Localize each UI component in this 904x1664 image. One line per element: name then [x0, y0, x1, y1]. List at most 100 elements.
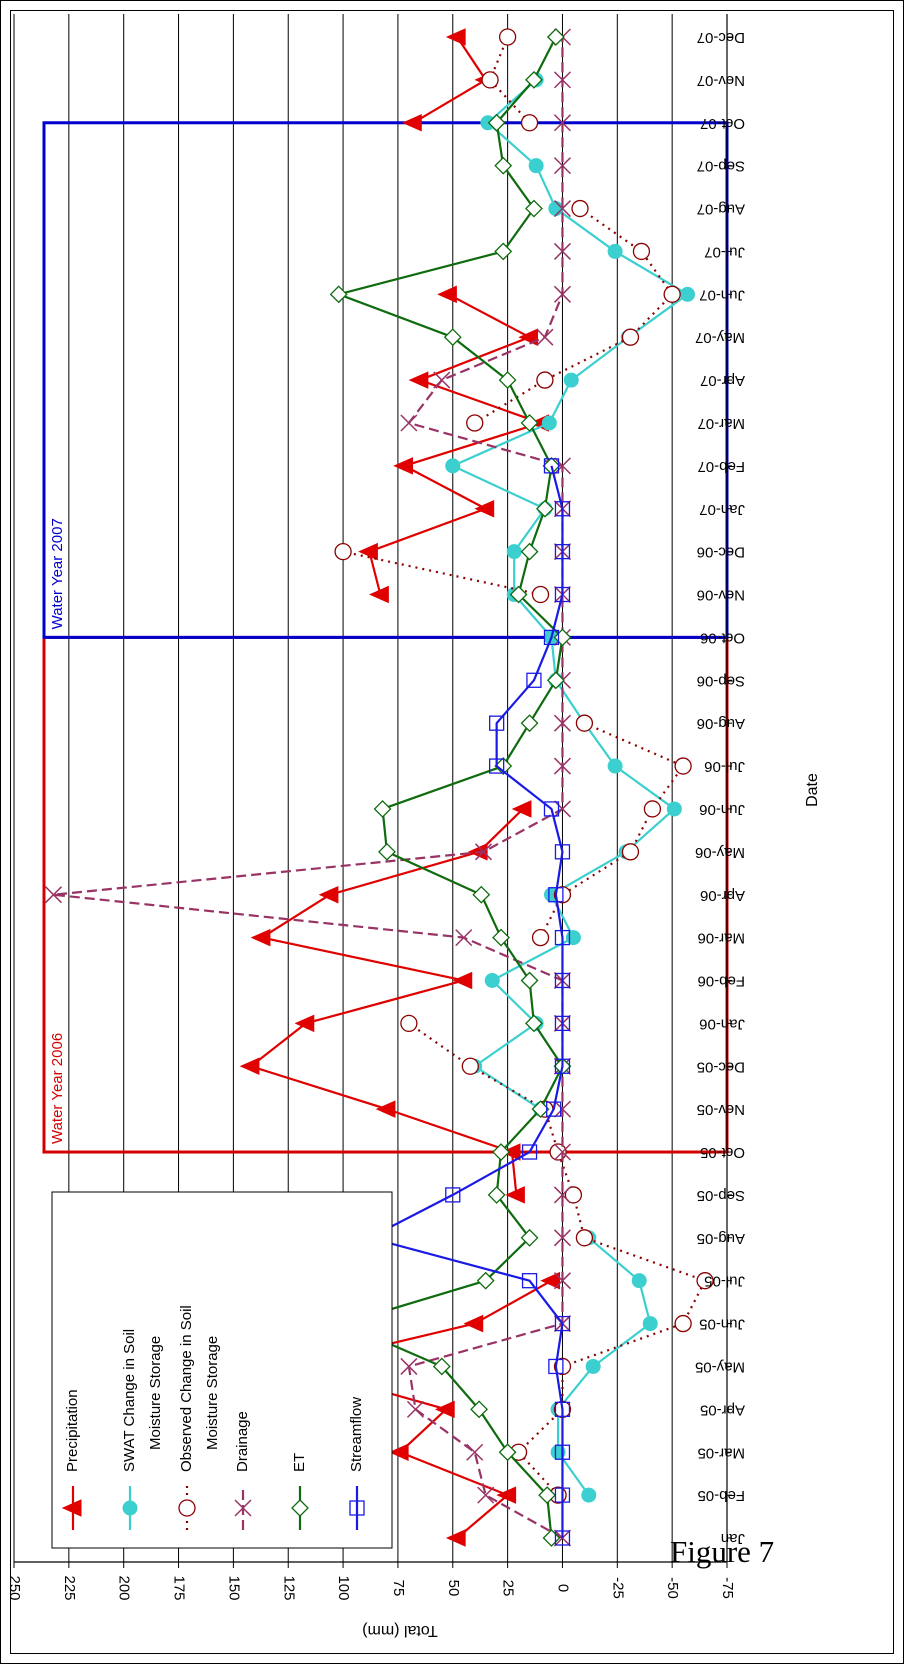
data-point-square [554, 501, 571, 517]
category-tick-label: May-07 [695, 329, 745, 346]
data-point-circle [541, 415, 557, 431]
data-point-diamond [525, 1014, 543, 1033]
data-point-triangle [61, 1499, 82, 1517]
data-point-triangle [463, 1314, 484, 1333]
data-point-x [553, 457, 571, 475]
data-point-x [553, 200, 571, 218]
legend-label: Moisture Storage [147, 1336, 164, 1450]
data-point-diamond [432, 1357, 451, 1376]
data-point-open-circle [696, 1272, 714, 1290]
data-point-x [553, 1100, 571, 1118]
data-point-square [554, 1015, 571, 1032]
data-point-square [521, 1273, 538, 1289]
value-tick-label: -25 [609, 1577, 626, 1599]
data-point-diamond [520, 971, 539, 990]
data-point-square [554, 1444, 571, 1460]
data-point-square [548, 1358, 564, 1375]
data-point-square [554, 1487, 571, 1503]
data-point-circle [581, 1487, 597, 1503]
category-tick-label: Oct-06 [700, 629, 745, 646]
category-tick-label: Sep-07 [697, 158, 745, 175]
data-point-x [536, 328, 554, 346]
data-point-triangle [318, 885, 339, 904]
data-point-square [554, 972, 571, 989]
data-point-circle [548, 201, 564, 217]
data-point-circle [506, 544, 522, 560]
data-point-triangle [505, 1186, 525, 1204]
data-point-square [554, 586, 571, 603]
data-point-diamond [546, 28, 565, 46]
data-point-circle [528, 158, 544, 174]
legend-label: Streamflow [348, 1397, 365, 1472]
data-point-square [349, 1500, 365, 1516]
data-point-square [554, 1401, 571, 1417]
data-point-diamond [373, 800, 392, 818]
data-point-triangle [358, 542, 378, 561]
data-point-diamond [494, 242, 513, 261]
water-year-label: Water Year 2007 [49, 518, 66, 629]
category-tick-label: May-05 [695, 1358, 745, 1375]
category-tick-label: Jun-06 [699, 801, 745, 818]
data-point-diamond [546, 671, 565, 690]
data-point-x [477, 1486, 495, 1504]
series-line [52, 37, 564, 1539]
data-point-diamond [492, 1143, 510, 1161]
data-point-open-circle [571, 199, 589, 218]
value-tick-label: 50 [445, 1580, 462, 1597]
data-point-diamond [443, 328, 462, 347]
category-tick-label: Sep-05 [697, 1187, 745, 1204]
data-point-x [44, 886, 63, 904]
category-tick-label: Aug-05 [697, 1230, 745, 1247]
data-point-open-circle [621, 843, 640, 861]
category-tick-label: Apr-05 [700, 1401, 745, 1418]
category-tick-label: Oct-05 [700, 1144, 745, 1161]
data-point-x [553, 242, 571, 260]
value-tick-label: 175 [171, 1575, 188, 1600]
data-point-open-circle [531, 928, 550, 947]
series-line [368, 293, 542, 595]
legend-label: Observed Change in Soil [178, 1305, 195, 1472]
data-point-square [526, 672, 542, 688]
data-point-square [554, 1315, 571, 1332]
data-point-x [466, 1443, 484, 1461]
legend-label: SWAT Change in Soil [121, 1329, 138, 1472]
data-point-open-circle [564, 1186, 583, 1204]
value-tick-label: 225 [61, 1575, 78, 1600]
value-tick-label: -75 [719, 1577, 736, 1599]
data-point-circle [607, 243, 623, 259]
data-point-triangle [540, 1271, 560, 1290]
data-point-open-circle [481, 71, 499, 89]
data-point-triangle [452, 971, 473, 990]
category-tick-label: Jan-07 [699, 501, 745, 518]
data-point-diamond [498, 371, 517, 390]
legend-label: Precipitation [64, 1389, 81, 1472]
data-point-square [521, 1144, 538, 1160]
data-point-diamond [509, 585, 528, 604]
data-point-x [553, 714, 571, 732]
data-point-diamond [487, 113, 506, 132]
data-point-open-circle [674, 757, 692, 775]
category-tick-label: Apr-06 [700, 887, 745, 904]
data-point-diamond [494, 156, 513, 175]
data-point-circle [666, 801, 682, 817]
data-point-circle [607, 758, 623, 774]
legend-label: ET [291, 1453, 308, 1472]
data-point-circle [122, 1500, 138, 1516]
data-point-open-circle [520, 114, 539, 132]
category-tick-label: Aug-06 [697, 715, 745, 732]
category-tick-label: May-06 [695, 844, 745, 861]
data-point-open-circle [466, 414, 484, 432]
data-point-x [234, 1499, 252, 1517]
category-tick-label: Feb-05 [697, 1487, 745, 1504]
value-tick-label: 0 [554, 1584, 571, 1592]
legend-label: Moisture Storage [204, 1336, 221, 1450]
series-group [329, 28, 572, 1547]
value-tick-label: 200 [116, 1575, 133, 1600]
data-point-diamond [520, 414, 539, 432]
category-tick-label: Nov-06 [697, 587, 745, 604]
data-point-open-circle [643, 800, 662, 818]
data-point-open-circle [663, 285, 681, 303]
data-point-open-circle [334, 542, 352, 561]
value-tick-label: 125 [280, 1575, 297, 1600]
